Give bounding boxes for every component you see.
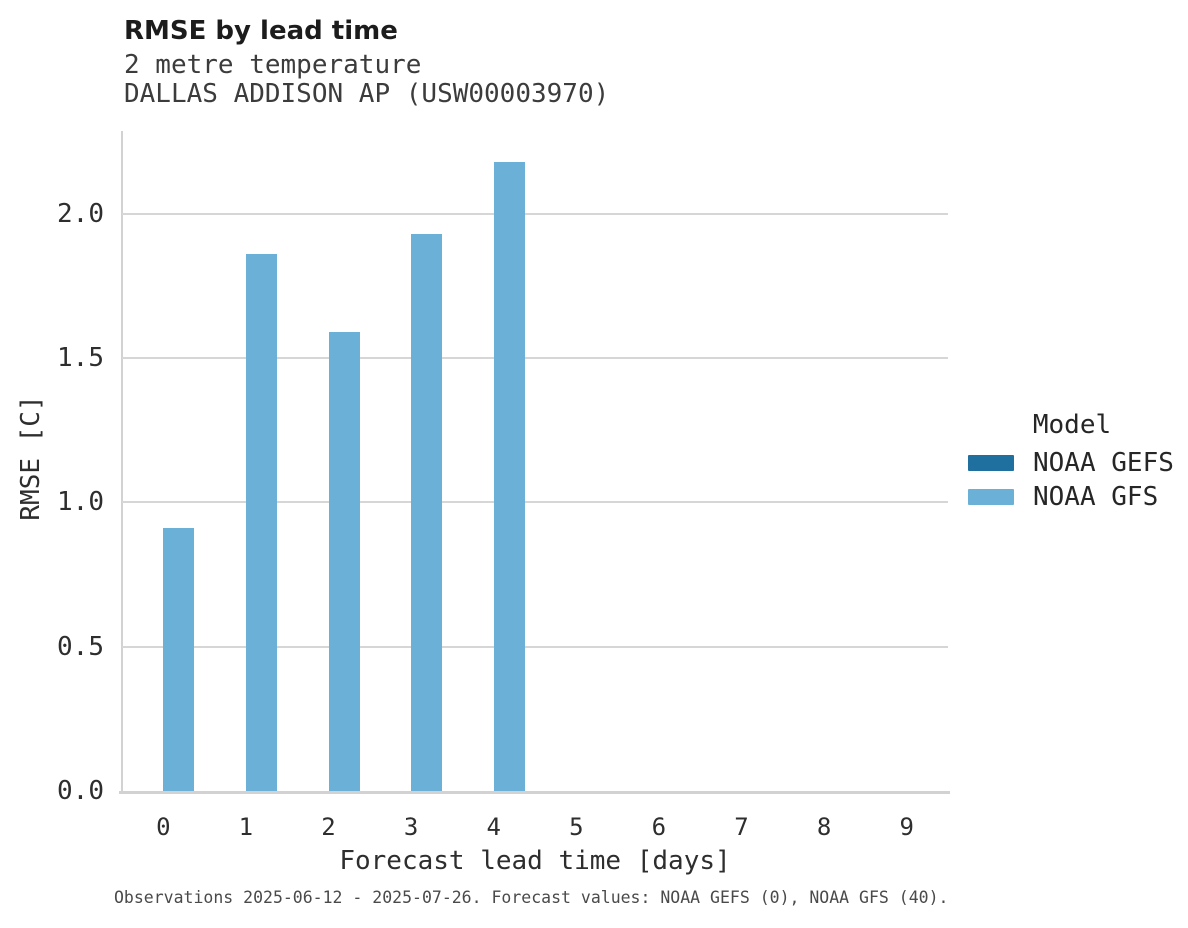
bar-noaa-gfs-lead-0 <box>163 528 195 791</box>
x-axis-spine <box>119 791 950 794</box>
gridline-y-2.0 <box>122 212 948 215</box>
bar-noaa-gfs-lead-4 <box>493 161 525 791</box>
legend-item-noaa-gfs: NOAA GFS <box>966 480 1178 514</box>
x-tick-label-1: 1 <box>238 813 254 841</box>
subtitle-variable: 2 metre temperature <box>124 50 422 80</box>
x-axis-title: Forecast lead time [days] <box>339 846 731 876</box>
legend-item-noaa-gefs: NOAA GEFS <box>966 446 1178 480</box>
bar-noaa-gfs-lead-2 <box>328 332 360 791</box>
legend-label: NOAA GFS <box>1033 482 1159 512</box>
x-tick-label-7: 7 <box>734 813 749 841</box>
x-tick-label-4: 4 <box>486 813 501 841</box>
x-tick-label-0: 0 <box>156 813 171 841</box>
gridline-y-1.0 <box>122 501 948 504</box>
x-tick-label-9: 9 <box>899 813 914 841</box>
bar-noaa-gfs-lead-1 <box>245 254 277 791</box>
x-tick-label-6: 6 <box>651 813 667 841</box>
x-tick-label-3: 3 <box>403 813 419 841</box>
x-tick-label-5: 5 <box>569 813 584 841</box>
caption: Observations 2025-06-12 - 2025-07-26. Fo… <box>114 888 949 907</box>
y-tick-label-0.0: 0.0 <box>57 776 104 806</box>
x-tick-label-2: 2 <box>321 813 336 841</box>
y-tick-label-1.5: 1.5 <box>57 343 104 374</box>
subtitle-station: DALLAS ADDISON AP (USW00003970) <box>124 79 610 109</box>
y-tick-label-0.5: 0.5 <box>57 631 104 662</box>
gridline-y-1.5 <box>122 357 948 360</box>
y-axis-spine <box>121 131 123 793</box>
gridline-y-0.5 <box>122 645 948 648</box>
legend: Model NOAA GEFS NOAA GFS <box>966 410 1178 514</box>
bar-noaa-gfs-lead-3 <box>411 234 443 791</box>
legend-swatch-icon <box>968 455 1014 471</box>
y-tick-label-2.0: 2.0 <box>57 198 104 229</box>
legend-label: NOAA GEFS <box>1033 448 1174 478</box>
plot-area <box>122 133 948 791</box>
legend-title: Model <box>1032 410 1112 440</box>
chart-subtitle: 2 metre temperature DALLAS ADDISON AP (US… <box>124 51 609 109</box>
legend-swatch-icon <box>968 489 1014 505</box>
legend-rows: NOAA GEFS NOAA GFS <box>966 446 1178 514</box>
y-tick-label-1.0: 1.0 <box>57 487 104 518</box>
chart-title: RMSE by lead time <box>124 16 398 46</box>
x-tick-label-8: 8 <box>816 813 832 841</box>
